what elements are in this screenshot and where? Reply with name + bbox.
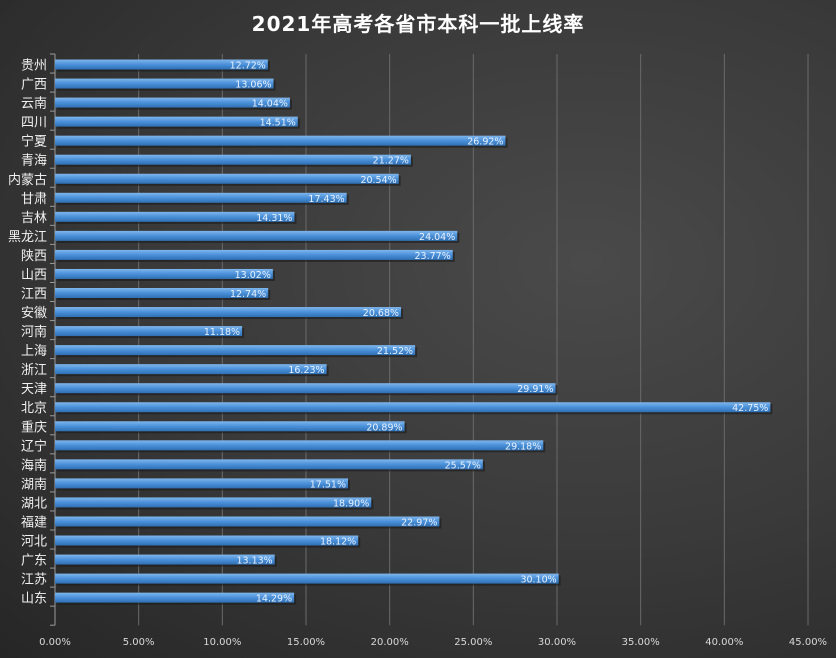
bar [55,592,295,603]
data-label: 13.06% [235,80,271,91]
bar [55,383,556,394]
data-label: 18.12% [320,537,356,548]
category-label: 河南 [21,324,47,340]
bar [55,59,268,70]
bar [55,535,359,546]
x-tick-label: 15.00% [287,637,325,648]
data-label: 42.75% [732,403,768,414]
bar [55,192,347,203]
category-label: 北京 [21,401,47,416]
category-label: 辽宁 [21,438,47,454]
category-label: 天津 [21,382,47,397]
category-label: 上海 [21,344,47,359]
data-label: 12.74% [230,289,266,300]
bar [55,173,399,184]
data-label: 29.91% [517,384,553,395]
category-label: 安徽 [21,306,47,321]
data-label: 17.51% [310,479,346,490]
bar [55,307,402,318]
data-label: 16.23% [288,365,324,376]
data-label: 20.89% [366,422,402,433]
category-label: 海南 [21,457,47,473]
bar [55,288,269,298]
data-label: 21.27% [373,156,409,167]
data-label: 14.31% [256,213,292,224]
x-tick-label: 20.00% [371,637,409,648]
bar [55,78,274,89]
data-label: 14.29% [256,594,292,605]
category-label: 江西 [21,287,47,302]
data-label: 20.54% [360,175,396,186]
category-label: 陕西 [21,249,47,264]
bar [55,402,771,413]
data-label: 13.13% [236,556,272,567]
category-label: 重庆 [21,419,47,435]
data-label: 18.90% [333,498,369,509]
bar [55,516,440,527]
x-tick-label: 5.00% [123,637,155,648]
data-label: 12.72% [230,61,266,72]
data-label: 22.97% [401,517,437,528]
data-label: 20.68% [363,308,399,319]
bar [55,554,275,565]
category-label: 贵州 [21,59,47,74]
x-tick-label: 25.00% [454,637,492,648]
category-label: 湖南 [21,476,47,492]
bar [55,421,405,432]
bar [55,364,327,375]
data-label: 14.04% [252,99,288,110]
chart-title: 2021年高考各省市本科一批上线率 [251,12,585,36]
category-label: 四川 [21,116,47,131]
bar [55,573,559,584]
category-label: 黑龙江 [8,230,47,245]
x-tick-label: 45.00% [789,637,827,648]
x-tick-label: 40.00% [705,637,743,648]
bar [55,116,298,127]
bar [55,230,458,241]
data-label: 23.77% [415,251,451,262]
x-tick-label: 30.00% [538,637,576,648]
bar [55,135,506,146]
bar [55,326,243,337]
bar [55,497,372,508]
bar [55,211,295,222]
data-label: 25.57% [445,460,481,471]
bar [55,249,453,260]
category-label: 河北 [21,535,47,550]
data-label: 21.52% [377,346,413,357]
data-label: 13.02% [235,270,271,281]
category-label: 山西 [21,268,47,283]
bar [55,97,290,108]
category-label: 江苏 [21,572,47,588]
bar [55,459,483,470]
category-label: 宁夏 [21,134,47,150]
x-tick-label: 35.00% [622,637,660,648]
data-label: 26.92% [467,137,503,148]
data-label: 29.18% [505,441,541,452]
category-label: 福建 [21,515,47,530]
bar [55,478,349,489]
data-label: 24.04% [419,232,455,243]
category-label: 湖北 [21,496,47,511]
category-label: 内蒙古 [8,172,47,188]
x-tick-label: 0.00% [39,637,71,648]
data-label: 17.43% [308,194,344,205]
category-label: 广西 [21,78,47,93]
x-tick-label: 10.00% [203,637,241,648]
data-label: 30.10% [520,575,556,586]
bar [55,440,544,451]
category-label: 山东 [21,592,47,607]
bar [55,345,416,356]
category-label: 甘肃 [21,192,47,207]
category-label: 广东 [21,554,47,569]
data-label: 14.51% [260,118,296,129]
category-label: 浙江 [21,363,47,378]
category-label: 青海 [21,154,47,169]
bar [55,154,411,165]
bar [55,268,273,279]
category-label: 云南 [21,96,47,112]
category-label: 吉林 [21,211,47,226]
data-label: 11.18% [204,327,240,338]
